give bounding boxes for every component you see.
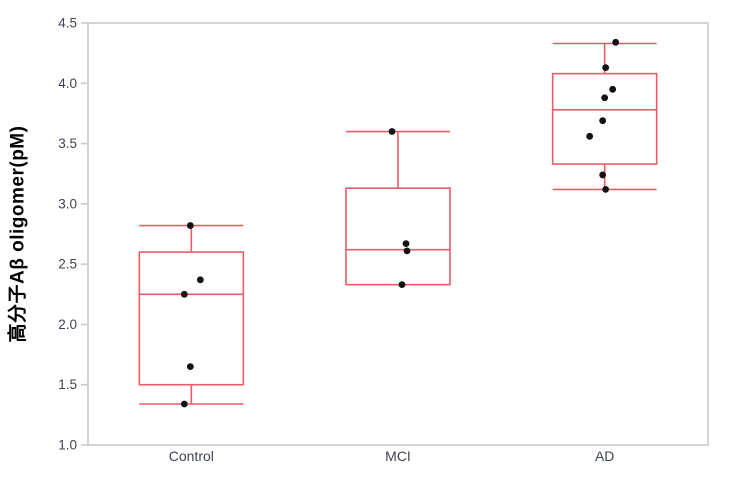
data-point-control bbox=[180, 290, 188, 298]
box-control bbox=[138, 251, 245, 386]
data-point-ad bbox=[602, 64, 610, 72]
y-tick-label: 1.5 bbox=[58, 377, 77, 392]
y-tick-label: 2.5 bbox=[58, 257, 77, 272]
data-point-ad bbox=[609, 85, 617, 93]
data-point-ad bbox=[599, 171, 607, 179]
y-tick-label: 4.5 bbox=[58, 16, 77, 31]
y-tick-label: 2.0 bbox=[58, 317, 77, 332]
y-axis-title: 高分子Aβ oligomer(pM) bbox=[7, 125, 29, 343]
y-tick-label: 3.0 bbox=[58, 196, 77, 211]
x-category-label-control: Control bbox=[169, 448, 214, 464]
data-point-mci bbox=[388, 128, 396, 135]
y-tick-label: 1.0 bbox=[58, 438, 77, 453]
y-tick-label: 4.0 bbox=[58, 76, 77, 91]
data-point-ad bbox=[599, 117, 607, 125]
data-point-mci bbox=[398, 281, 406, 289]
box-mci bbox=[345, 187, 451, 286]
data-point-mci bbox=[403, 247, 411, 255]
box-ad bbox=[551, 72, 658, 165]
data-point-control bbox=[196, 276, 204, 284]
data-point-control bbox=[186, 363, 194, 371]
data-point-control bbox=[180, 400, 188, 408]
x-category-label-mci: MCI bbox=[385, 448, 411, 464]
data-point-ad bbox=[602, 185, 610, 193]
y-tick-label: 3.5 bbox=[58, 136, 77, 151]
x-category-label-ad: AD bbox=[595, 448, 614, 464]
data-point-mci bbox=[402, 240, 410, 248]
data-point-ad bbox=[601, 94, 609, 102]
plot-frame bbox=[87, 22, 709, 446]
data-point-ad bbox=[586, 132, 594, 140]
data-point-control bbox=[186, 222, 194, 229]
data-point-ad bbox=[612, 38, 620, 46]
